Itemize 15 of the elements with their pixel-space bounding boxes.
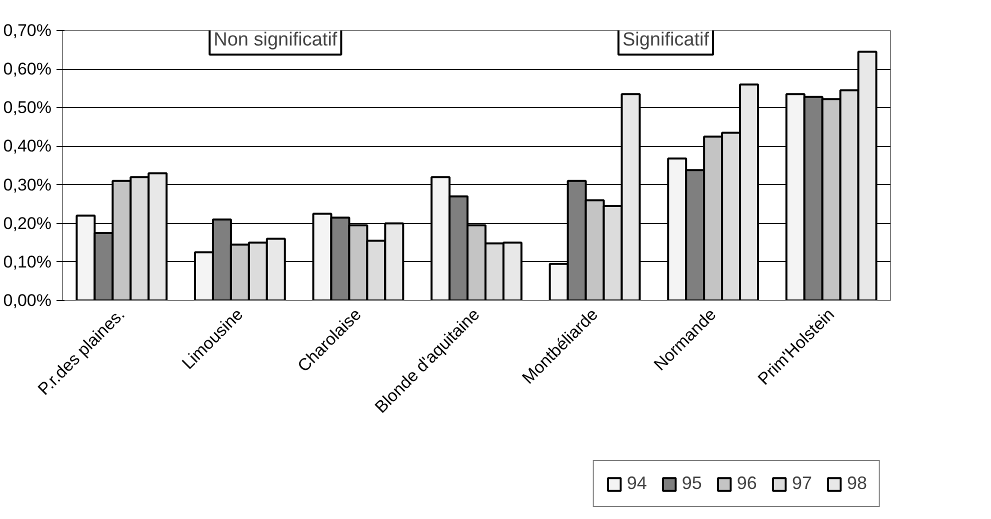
y-tick-label: 0,70% bbox=[3, 21, 52, 40]
y-tick-label: 0,10% bbox=[3, 252, 52, 272]
y-tick-label: 0,60% bbox=[3, 60, 52, 79]
legend-label: 96 bbox=[736, 473, 757, 494]
legend-label: 95 bbox=[682, 473, 702, 494]
y-tick-label: 0,00% bbox=[3, 291, 52, 310]
y-tick-label: 0,50% bbox=[3, 98, 52, 118]
y-tick-label: 0,40% bbox=[3, 136, 52, 156]
y-tick-label: 0,30% bbox=[3, 175, 52, 194]
legend-label: 94 bbox=[626, 473, 647, 494]
annotation: Significatif bbox=[622, 30, 710, 51]
y-tick-label: 0,20% bbox=[3, 214, 52, 233]
legend-label: 98 bbox=[846, 473, 867, 494]
legend-label: 97 bbox=[792, 473, 812, 494]
annotation: Non significatif bbox=[214, 30, 338, 51]
